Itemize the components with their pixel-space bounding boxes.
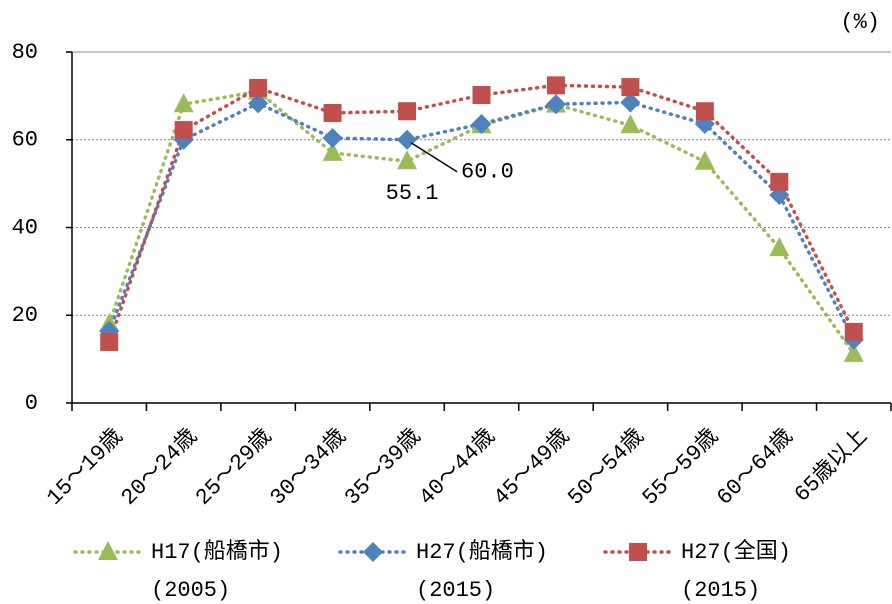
data-point	[545, 94, 566, 115]
data-point	[620, 114, 641, 134]
data-point	[322, 141, 343, 161]
data-point	[546, 76, 565, 95]
series-line	[107, 100, 856, 342]
x-tick-label: 15～19歳	[41, 424, 128, 511]
data-point	[621, 78, 640, 97]
x-tick-label: 25～29歳	[190, 424, 277, 511]
legend-period: (2015)	[416, 578, 495, 603]
y-tick-label: 0	[25, 391, 38, 416]
data-point	[695, 102, 714, 121]
data-point	[100, 333, 119, 352]
data-point	[398, 102, 417, 121]
leader-line	[410, 142, 458, 173]
data-point	[322, 127, 343, 148]
legend-label: H27(全国)	[681, 539, 791, 565]
data-point	[620, 92, 641, 113]
data-point	[471, 113, 492, 134]
x-tick-label: 40～44歳	[414, 424, 501, 511]
data-point	[472, 85, 491, 104]
legend-marker	[363, 542, 383, 562]
data-point	[397, 150, 418, 170]
legend-item: H17(船橋市) (2005)	[73, 539, 283, 603]
data-point	[248, 93, 269, 114]
data-point	[323, 103, 342, 122]
data-point	[844, 322, 863, 341]
legend-period: (2015)	[681, 578, 760, 603]
data-point	[769, 237, 790, 257]
legend-marker	[629, 543, 647, 561]
legend-label: H27(船橋市)	[416, 539, 548, 565]
legend-label: H17(船橋市)	[151, 539, 283, 565]
x-tick-label: 30～34歳	[265, 424, 352, 511]
annotation: 60.0	[461, 160, 514, 185]
data-point	[843, 342, 864, 362]
y-tick-label: 80	[12, 40, 38, 65]
data-point	[174, 121, 193, 140]
data-point	[249, 78, 268, 97]
y-tick-label: 40	[12, 215, 38, 240]
data-point	[694, 150, 715, 170]
x-tick-label: 60～64歳	[712, 424, 799, 511]
y-tick-label: 60	[12, 128, 38, 153]
data-point	[770, 172, 789, 191]
data-point	[397, 129, 418, 150]
data-point	[173, 93, 194, 113]
x-tick-label: 65歳以上	[789, 424, 873, 508]
legend-marker	[98, 541, 118, 560]
x-tick-label: 50～54歳	[563, 424, 650, 511]
y-tick-label: 20	[12, 303, 38, 328]
legend-period: (2005)	[151, 578, 230, 603]
x-tick-label: 35～39歳	[339, 424, 426, 511]
x-tick-label: 55～59歳	[637, 424, 724, 511]
unit-label: (%)	[840, 10, 880, 35]
x-tick-label: 45～49歳	[488, 424, 575, 511]
legend-item: H27(船橋市) (2015)	[338, 539, 548, 603]
legend-item: H27(全国) (2015)	[603, 539, 791, 603]
x-tick-label: 20～24歳	[116, 424, 203, 511]
annotation: 55.1	[386, 181, 439, 206]
